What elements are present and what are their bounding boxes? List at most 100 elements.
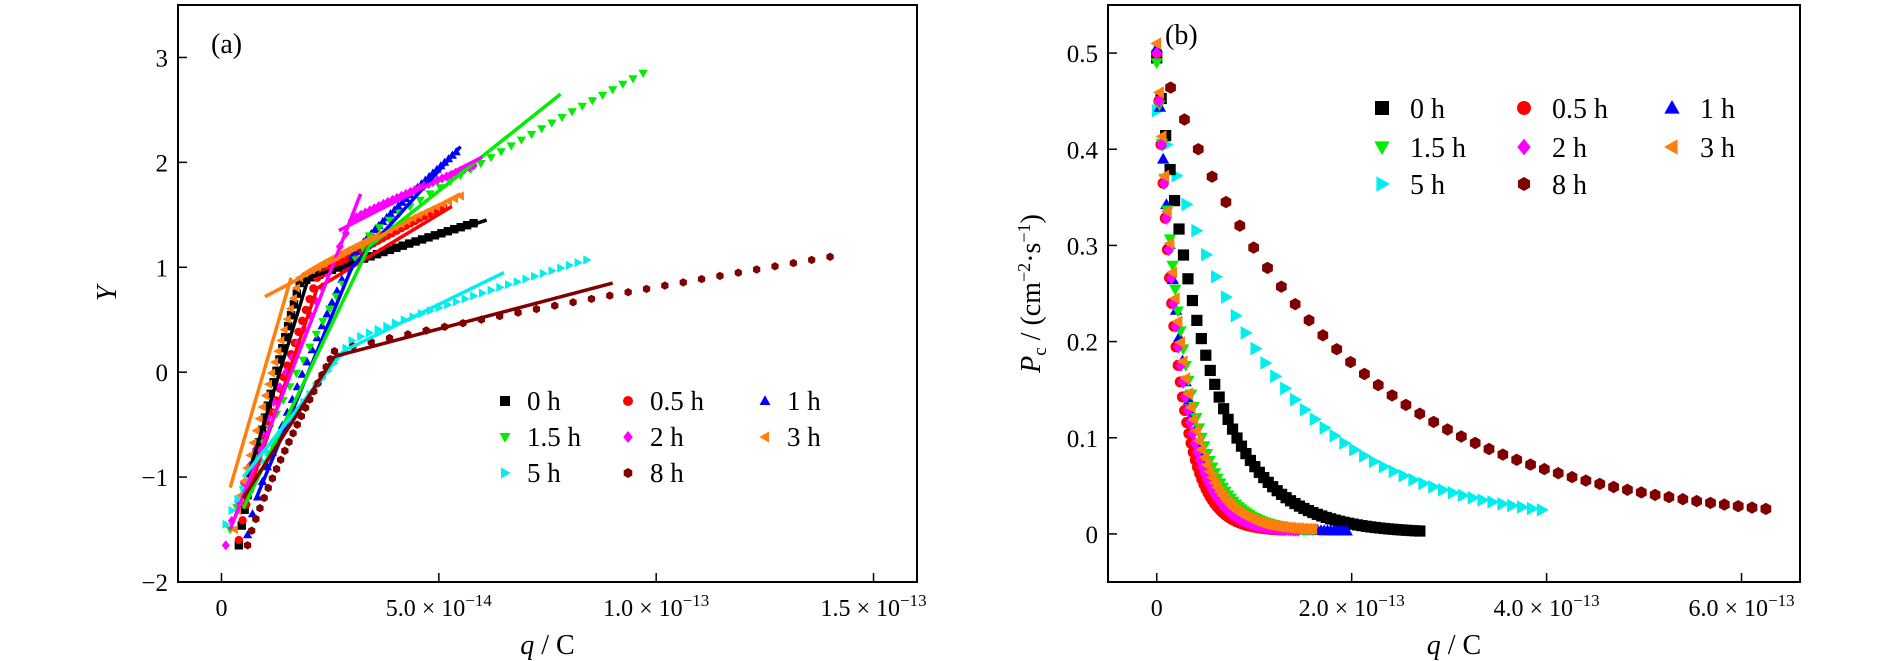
legend-marker <box>499 433 511 443</box>
data-point <box>1179 113 1190 126</box>
data-point <box>1663 490 1675 504</box>
data-point <box>221 540 230 551</box>
x-axis-label: q / C <box>1427 630 1481 661</box>
data-point <box>238 516 247 525</box>
data-point <box>486 154 496 163</box>
data-point <box>771 262 779 271</box>
data-point <box>547 119 557 128</box>
fit-line <box>342 270 505 353</box>
data-point <box>583 255 592 265</box>
data-point <box>281 446 289 455</box>
data-point <box>286 311 296 320</box>
legend-marker <box>1374 141 1390 156</box>
data-point <box>260 390 269 401</box>
data-point <box>496 282 505 293</box>
data-point <box>1166 266 1178 279</box>
data-point <box>1201 247 1214 262</box>
data-point <box>317 321 327 330</box>
data-point <box>1191 314 1203 327</box>
data-point <box>1222 413 1234 425</box>
fit-line <box>307 218 488 280</box>
series-3h <box>1150 37 1318 536</box>
data-point <box>638 69 648 78</box>
data-point <box>1250 341 1263 356</box>
data-point <box>1189 424 1201 437</box>
data-point <box>1306 522 1318 536</box>
data-point <box>1340 524 1353 536</box>
data-point <box>734 268 742 277</box>
fit-line <box>316 204 453 290</box>
y-tick-label: 0.2 <box>1067 330 1098 357</box>
data-point <box>1705 496 1716 510</box>
legend-marker <box>623 396 633 406</box>
data-point <box>374 324 383 335</box>
data-point <box>295 278 304 288</box>
legend-label: 2 h <box>1552 133 1587 164</box>
data-point <box>506 142 516 151</box>
data-point <box>514 308 522 317</box>
data-point <box>557 113 567 123</box>
data-point <box>256 504 264 513</box>
data-point <box>1477 493 1490 507</box>
data-point <box>1151 46 1163 60</box>
panel-label-a: (a) <box>211 29 242 60</box>
data-point <box>254 414 263 424</box>
data-point <box>222 519 231 529</box>
data-point <box>1536 503 1549 517</box>
data-point <box>279 325 288 335</box>
data-point <box>1163 237 1175 250</box>
data-point <box>1165 81 1176 94</box>
chart-panel-b: (b) 0 2.0 × 10−13 4.0 × 10−13 6.0 × 10−13 0 0… <box>1014 4 1801 661</box>
data-point <box>1329 429 1342 443</box>
series-5h <box>1151 104 1549 517</box>
data-point <box>1319 421 1332 435</box>
fit-line <box>241 350 345 479</box>
data-point <box>1199 466 1210 481</box>
data-point <box>248 526 256 535</box>
data-point <box>587 97 597 106</box>
data-point <box>1447 486 1460 500</box>
fit-line <box>245 277 311 478</box>
data-point <box>268 474 276 483</box>
series-05h <box>1151 47 1290 536</box>
data-point <box>1155 130 1167 143</box>
data-point <box>548 266 557 276</box>
data-point <box>569 298 577 307</box>
data-point <box>1262 261 1273 275</box>
legend-marker <box>1517 101 1531 115</box>
data-point <box>1164 163 1176 176</box>
y-tick-label: 0 <box>1086 522 1099 549</box>
data-point <box>661 281 669 290</box>
x-tick-label: 5.0 × 10−14 <box>386 591 493 622</box>
data-point <box>1317 329 1329 342</box>
data-point <box>1195 443 1207 456</box>
data-point <box>242 530 253 539</box>
data-point <box>1204 364 1216 377</box>
x-tick-label: 6.0 × 10−13 <box>1688 591 1794 622</box>
data-point <box>1240 326 1253 340</box>
data-point <box>1511 453 1523 466</box>
data-point <box>487 285 496 295</box>
data-point <box>239 476 248 486</box>
data-point <box>1231 432 1243 444</box>
data-point <box>247 509 258 518</box>
y-tick-label: 0.5 <box>1067 41 1098 68</box>
data-point <box>470 291 479 301</box>
y-tick-label: 3 <box>156 45 169 72</box>
data-point <box>532 304 540 314</box>
data-point <box>1209 378 1221 390</box>
data-point <box>628 75 638 84</box>
data-point <box>1487 495 1500 509</box>
data-point <box>327 297 337 306</box>
data-point <box>1372 378 1384 392</box>
data-point <box>1388 464 1401 479</box>
data-point <box>285 437 293 447</box>
data-point <box>229 524 238 535</box>
data-point <box>1677 493 1689 506</box>
data-point <box>1408 473 1421 487</box>
data-point <box>1182 387 1193 400</box>
data-point <box>789 258 797 268</box>
y-tick-label: −1 <box>141 465 168 492</box>
legend-label: 0 h <box>527 386 561 416</box>
data-point <box>679 278 687 287</box>
